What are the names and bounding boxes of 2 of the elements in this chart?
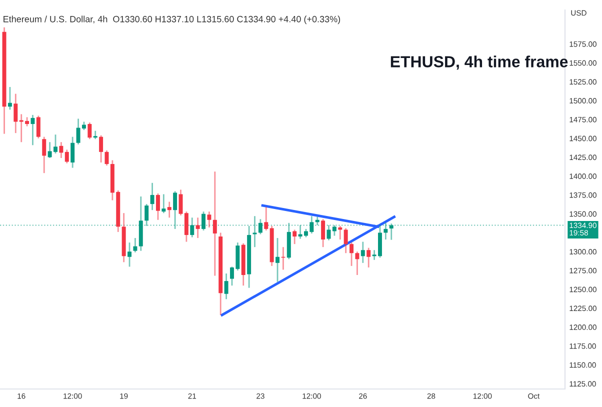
annotation: ETHUSD, 4h time frame: [390, 56, 568, 70]
text: Ethereum / U.S. Dollar, 4h O1330.60 H1337.10 L1315.60 C1334.90 +4.40 (+0.33%): [4, 16, 340, 24]
